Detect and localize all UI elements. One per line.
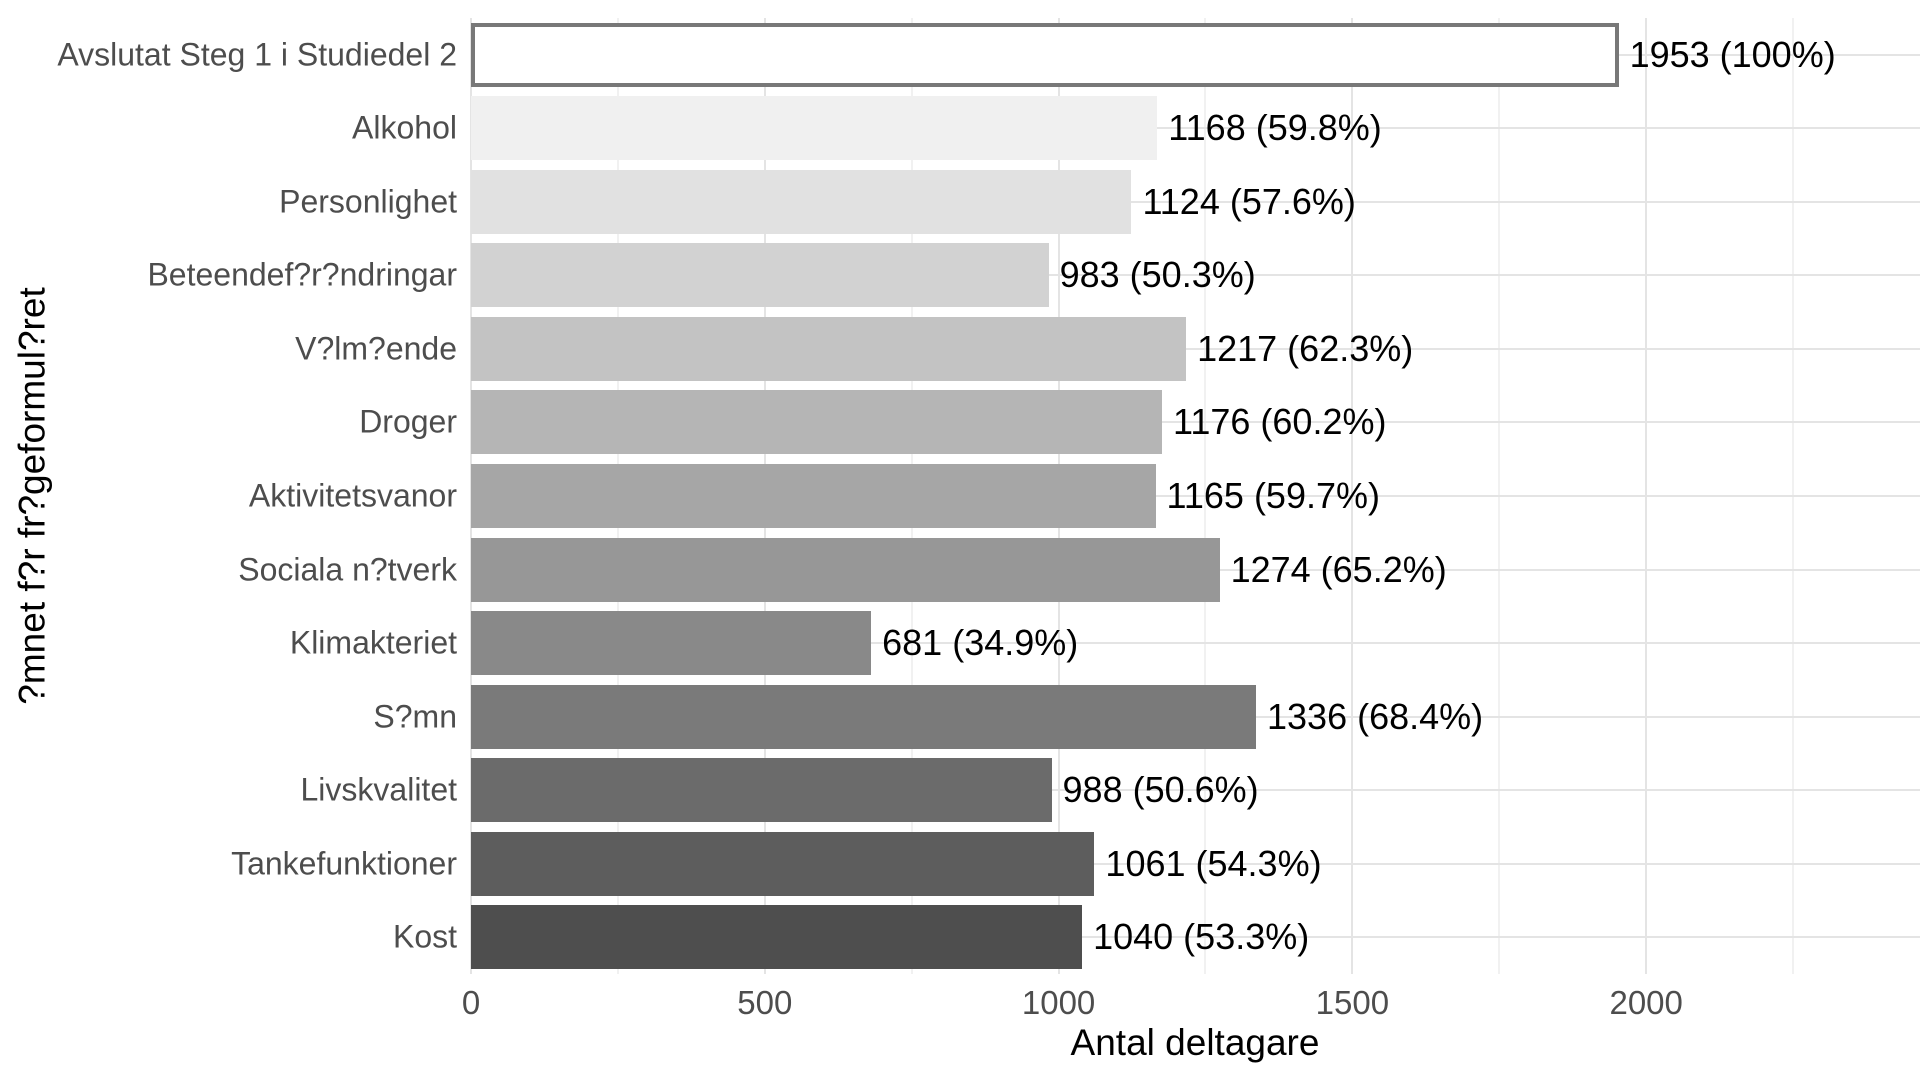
category-label: Livskvalitet	[300, 771, 458, 808]
bar-value-label: 1176 (60.2%)	[1173, 401, 1387, 443]
category-label: Alkohol	[352, 109, 457, 146]
bar-value-label: 1953 (100%)	[1629, 33, 1836, 75]
gridline-horizontal-major	[471, 495, 1920, 497]
bar	[471, 831, 1095, 896]
bar	[471, 22, 1619, 87]
category-label: Klimakteriet	[289, 624, 457, 661]
bar	[471, 169, 1132, 234]
category-label: Beteendef?r?ndringar	[147, 256, 457, 293]
bar	[471, 96, 1158, 161]
category-label: S?mn	[373, 698, 457, 735]
category-label: Personlighet	[279, 183, 457, 220]
category-label: Droger	[359, 403, 457, 440]
category-label: V?lm?ende	[295, 330, 457, 367]
bar	[471, 464, 1156, 528]
gridline-horizontal-major	[471, 862, 1920, 865]
x-tick-label: 0	[461, 984, 481, 1021]
category-label: Sociala n?tverk	[238, 550, 457, 587]
bar	[471, 611, 872, 676]
x-axis-title: Antal deltagare	[1070, 1022, 1320, 1063]
category-label: Avslutat Steg 1 i Studiedel 2	[57, 36, 457, 73]
y-axis-category-labels: Avslutat Steg 1 i Studiedel 2 Alkohol Pers…	[0, 18, 457, 974]
category-label: Kost	[392, 918, 457, 955]
bar	[471, 905, 1083, 970]
gridline-horizontal-major	[471, 274, 1920, 277]
bar	[471, 537, 1220, 602]
bar	[471, 684, 1257, 749]
bar	[471, 390, 1162, 455]
bar-value-label: 1217 (62.3%)	[1197, 327, 1414, 369]
bar-value-label: 988 (50.6%)	[1062, 769, 1259, 811]
gridline-horizontal-major	[471, 936, 1920, 939]
gridline-horizontal-major	[471, 642, 1920, 645]
category-label: Aktivitetsvanor	[248, 477, 457, 514]
x-tick-label: 1000	[1021, 984, 1096, 1021]
gridline-horizontal-major	[471, 421, 1920, 424]
x-axis-tick-labels: 0 500 1000 1500 2000	[462, 984, 1920, 1026]
gridline-horizontal-major	[471, 789, 1920, 792]
bar-value-label: 1165 (59.7%)	[1166, 475, 1380, 516]
gridline-horizontal-major	[471, 347, 1920, 350]
bar-value-label: 681 (34.9%)	[882, 622, 1079, 664]
x-tick-label: 1500	[1315, 984, 1390, 1021]
x-tick-label: 500	[737, 984, 793, 1021]
bar-value-label: 1061 (54.3%)	[1105, 842, 1322, 884]
category-label: Tankefunktioner	[231, 845, 457, 882]
gridline-horizontal-major	[471, 200, 1920, 203]
bar-value-label: 1274 (65.2%)	[1230, 548, 1447, 590]
bar-value-label: 1040 (53.3%)	[1093, 916, 1310, 958]
bar	[471, 316, 1187, 381]
gridline-horizontal-major	[471, 127, 1920, 130]
x-tick-label: 2000	[1609, 984, 1683, 1021]
bar-value-label: 1336 (68.4%)	[1267, 695, 1484, 737]
bar	[471, 243, 1049, 308]
bar	[471, 758, 1052, 823]
bar-value-label: 983 (50.3%)	[1059, 254, 1256, 296]
bar-value-label: 1124 (57.6%)	[1142, 180, 1356, 222]
bar-value-label: 1168 (59.8%)	[1168, 107, 1382, 149]
plot-panel: 1953 (100%) 1168 (59.8%) 1124 (57.6%) 983 (…	[470, 18, 1920, 974]
